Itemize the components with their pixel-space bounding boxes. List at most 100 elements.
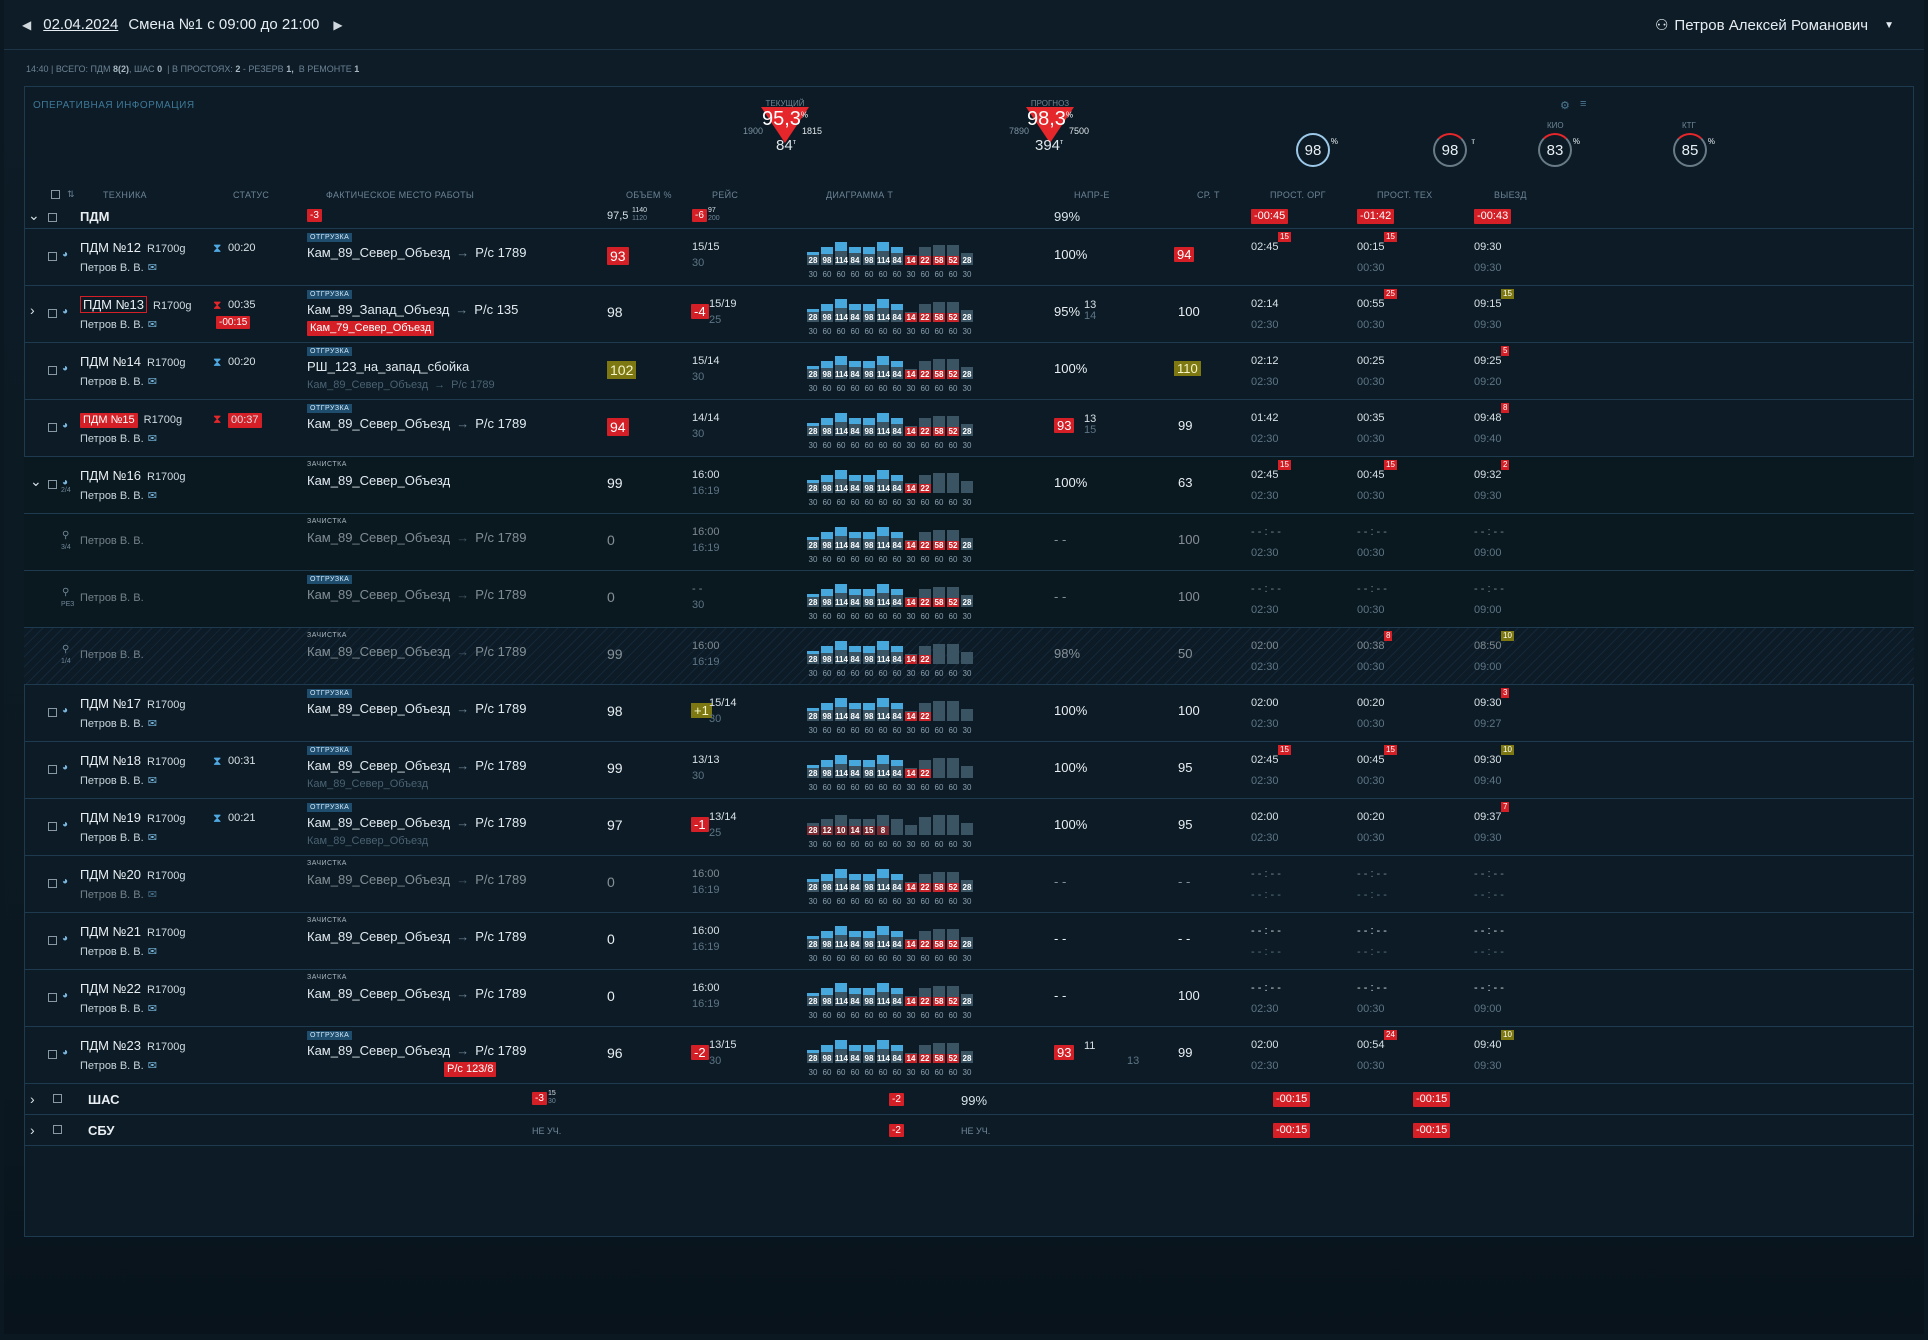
row-checkbox[interactable] xyxy=(48,879,57,888)
col-header-9[interactable]: ПРОСТ. ТЕХ xyxy=(1377,190,1433,200)
equipment-name-cell[interactable]: ПДМ №21 R1700g xyxy=(80,923,186,941)
equipment-name-cell[interactable]: ПДМ №15 R1700g xyxy=(80,410,182,428)
equipment-name-cell[interactable]: ПДМ №13 R1700g xyxy=(80,296,192,314)
equipment-name-cell[interactable]: ПДМ №16 R1700g xyxy=(80,467,186,485)
equipment-name-cell[interactable]: ПДМ №12 R1700g xyxy=(80,239,186,257)
group-row-group_sbu[interactable]: › СБУ НЕ УЧ. НЕ УЧ. -2 -00:15 -00:15 xyxy=(24,1115,1914,1146)
row-checkbox[interactable] xyxy=(48,822,57,831)
equipment-name-cell[interactable]: ПДМ №22 R1700g xyxy=(80,980,186,998)
equipment-name-cell[interactable]: ПДМ №14 R1700g xyxy=(80,353,186,371)
col-header-2[interactable]: ФАКТИЧЕСКОЕ МЕСТО РАБОТЫ xyxy=(326,190,475,200)
table-row[interactable]: ◕ ПДМ №19 R1700g Петров В. В. ✉ ⧗ 00:21 ОТГРУЗК… xyxy=(24,799,1914,856)
equipment-name-cell[interactable]: ПДМ №19 R1700g xyxy=(80,809,186,827)
row-checkbox[interactable] xyxy=(48,1050,57,1059)
mail-icon[interactable]: ✉ xyxy=(147,1003,157,1015)
prev-day-arrow-icon[interactable]: ◀ xyxy=(22,17,32,32)
work-place[interactable]: Кам_89_Север_Объезд → Р/с 1789 xyxy=(307,701,527,716)
mail-icon[interactable]: ✉ xyxy=(147,319,157,331)
row-checkbox[interactable] xyxy=(48,480,57,489)
mail-icon[interactable]: ✉ xyxy=(147,775,157,787)
expand-group-icon[interactable]: › xyxy=(30,1091,35,1107)
menu-icon[interactable]: ≡ xyxy=(1580,98,1587,110)
group-row-group_shas[interactable]: › ШАС -3 15 30 99% -2 -00:15 -00:15 xyxy=(24,1084,1914,1115)
work-place[interactable]: Кам_89_Север_Объезд → Р/с 1789 xyxy=(307,815,527,830)
col-header-5[interactable]: ДИАГРАММА Т xyxy=(826,190,894,200)
table-row[interactable]: ◕ ПДМ №15 R1700g Петров В. В. ✉ ⧗ 00:37 ОТГРУЗК… xyxy=(24,400,1914,457)
sort-icon[interactable]: ⇅ xyxy=(67,189,75,199)
row-checkbox[interactable] xyxy=(48,993,57,1002)
col-header-0[interactable]: ТЕХНИКА xyxy=(103,190,147,200)
table-row[interactable]: ⚲ 1/4 Петров В. В. ЗАЧИСТКА Кам_89_Север_Объ… xyxy=(24,628,1914,685)
row-checkbox[interactable] xyxy=(48,936,57,945)
equipment-name-cell[interactable]: ПДМ №20 R1700g xyxy=(80,866,186,884)
table-row[interactable]: ⌄ ◕ 2/4 ПДМ №16 R1700g Петров В. В. ✉ ЗАЧИСТКА К… xyxy=(24,457,1914,514)
col-header-1[interactable]: СТАТУС xyxy=(233,190,270,200)
date-link[interactable]: 02.04.2024 xyxy=(43,16,119,33)
equipment-name-cell[interactable]: ПДМ №17 R1700g xyxy=(80,695,186,713)
row-checkbox[interactable] xyxy=(48,708,57,717)
select-all-checkbox[interactable] xyxy=(51,190,60,199)
table-row[interactable]: ◕ ПДМ №22 R1700g Петров В. В. ✉ ЗАЧИСТКА Кам_8… xyxy=(24,970,1914,1027)
equipment-name[interactable]: ПДМ №19 xyxy=(80,810,141,825)
collapse-row-icon[interactable]: ⌄ xyxy=(30,473,42,489)
table-row[interactable]: ⚲ 3/4 Петров В. В. ЗАЧИСТКА Кам_89_Север_Объ… xyxy=(24,514,1914,571)
col-header-8[interactable]: ПРОСТ. ОРГ xyxy=(1270,190,1326,200)
row-checkbox[interactable] xyxy=(48,252,57,261)
equipment-name[interactable]: ПДМ №20 xyxy=(80,867,141,882)
work-place[interactable]: Кам_89_Север_Объезд → Р/с 1789 xyxy=(307,530,527,545)
equipment-name[interactable]: ПДМ №12 xyxy=(80,240,141,255)
equipment-name[interactable]: ПДМ №18 xyxy=(80,753,141,768)
equipment-name[interactable]: ПДМ №21 xyxy=(80,924,141,939)
mail-icon[interactable]: ✉ xyxy=(147,718,157,730)
work-place[interactable]: Кам_89_Север_Объезд → Р/с 1789 xyxy=(307,587,527,602)
table-row[interactable]: ◕ ПДМ №12 R1700g Петров В. В. ✉ ⧗ 00:20 ОТГРУЗК… xyxy=(24,229,1914,286)
col-header-10[interactable]: ВЫЕЗД xyxy=(1494,190,1527,200)
equipment-name[interactable]: ПДМ №17 xyxy=(80,696,141,711)
table-row[interactable]: ◕ ПДМ №23 R1700g Петров В. В. ✉ ОТГРУЗКА Кам_8… xyxy=(24,1027,1914,1084)
work-place[interactable]: Кам_89_Запад_Объезд → Р/с 135 xyxy=(307,302,518,317)
mail-icon[interactable]: ✉ xyxy=(147,1060,157,1072)
mail-icon[interactable]: ✉ xyxy=(147,946,157,958)
equipment-name[interactable]: ПДМ №23 xyxy=(80,1038,141,1053)
group-checkbox[interactable] xyxy=(53,1094,62,1103)
row-checkbox[interactable] xyxy=(48,423,57,432)
mail-icon[interactable]: ✉ xyxy=(147,832,157,844)
work-place[interactable]: Кам_89_Север_Объезд → Р/с 1789 xyxy=(307,416,527,431)
equipment-name[interactable]: ПДМ №13 xyxy=(80,296,147,313)
equipment-name[interactable]: ПДМ №22 xyxy=(80,981,141,996)
table-row[interactable]: › ◕ ПДМ №13 R1700g Петров В. В. ✉ ⧗ 00:35 -00:15… xyxy=(24,286,1914,343)
expand-row-icon[interactable]: › xyxy=(30,302,35,318)
table-row[interactable]: ◕ ПДМ №21 R1700g Петров В. В. ✉ ЗАЧИСТКА Кам_8… xyxy=(24,913,1914,970)
work-place[interactable]: РШ_123_на_запад_сбойка xyxy=(307,359,469,374)
equipment-name[interactable]: ПДМ №14 xyxy=(80,354,141,369)
mail-icon[interactable]: ✉ xyxy=(147,433,157,445)
work-place[interactable]: Кам_89_Север_Объезд → Р/с 1789 xyxy=(307,986,527,1001)
col-header-7[interactable]: СР. Т xyxy=(1197,190,1220,200)
table-row[interactable]: ◕ ПДМ №14 R1700g Петров В. В. ✉ ⧗ 00:20 ОТГРУЗК… xyxy=(24,343,1914,400)
table-row[interactable]: ◕ ПДМ №20 R1700g Петров В. В. ✉ ЗАЧИСТКА Кам_8… xyxy=(24,856,1914,913)
work-place[interactable]: Кам_89_Север_Объезд → Р/с 1789 xyxy=(307,929,527,944)
equipment-name-cell[interactable]: ПДМ №18 R1700g xyxy=(80,752,186,770)
equipment-name[interactable]: ПДМ №15 xyxy=(80,413,138,428)
work-place[interactable]: Кам_89_Север_Объезд → Р/с 1789 xyxy=(307,644,527,659)
user-menu[interactable]: ⚇ Петров Алексей Романович ▼ xyxy=(1655,16,1894,35)
next-day-arrow-icon[interactable]: ▶ xyxy=(333,17,343,32)
mail-icon[interactable]: ✉ xyxy=(147,889,157,901)
col-header-6[interactable]: НАПР-Е xyxy=(1074,190,1110,200)
group-checkbox[interactable] xyxy=(48,213,57,222)
equipment-name-cell[interactable]: ПДМ №23 R1700g xyxy=(80,1037,186,1055)
mail-icon[interactable]: ✉ xyxy=(147,262,157,274)
row-checkbox[interactable] xyxy=(48,366,57,375)
work-place[interactable]: Кам_89_Север_Объезд → Р/с 1789 xyxy=(307,1043,527,1058)
work-place[interactable]: Кам_89_Север_Объезд xyxy=(307,473,450,488)
col-header-3[interactable]: ОБЪЕМ % xyxy=(626,190,672,200)
equipment-name[interactable]: ПДМ №16 xyxy=(80,468,141,483)
group-checkbox[interactable] xyxy=(53,1125,62,1134)
work-place[interactable]: Кам_89_Север_Объезд → Р/с 1789 xyxy=(307,758,527,773)
settings-icon[interactable]: ⚙ xyxy=(1560,100,1571,112)
row-checkbox[interactable] xyxy=(48,309,57,318)
work-place[interactable]: Кам_89_Север_Объезд → Р/с 1789 xyxy=(307,872,527,887)
col-header-4[interactable]: РЕЙС xyxy=(712,190,739,200)
collapse-icon[interactable]: ⌄ xyxy=(28,207,40,223)
row-checkbox[interactable] xyxy=(48,765,57,774)
